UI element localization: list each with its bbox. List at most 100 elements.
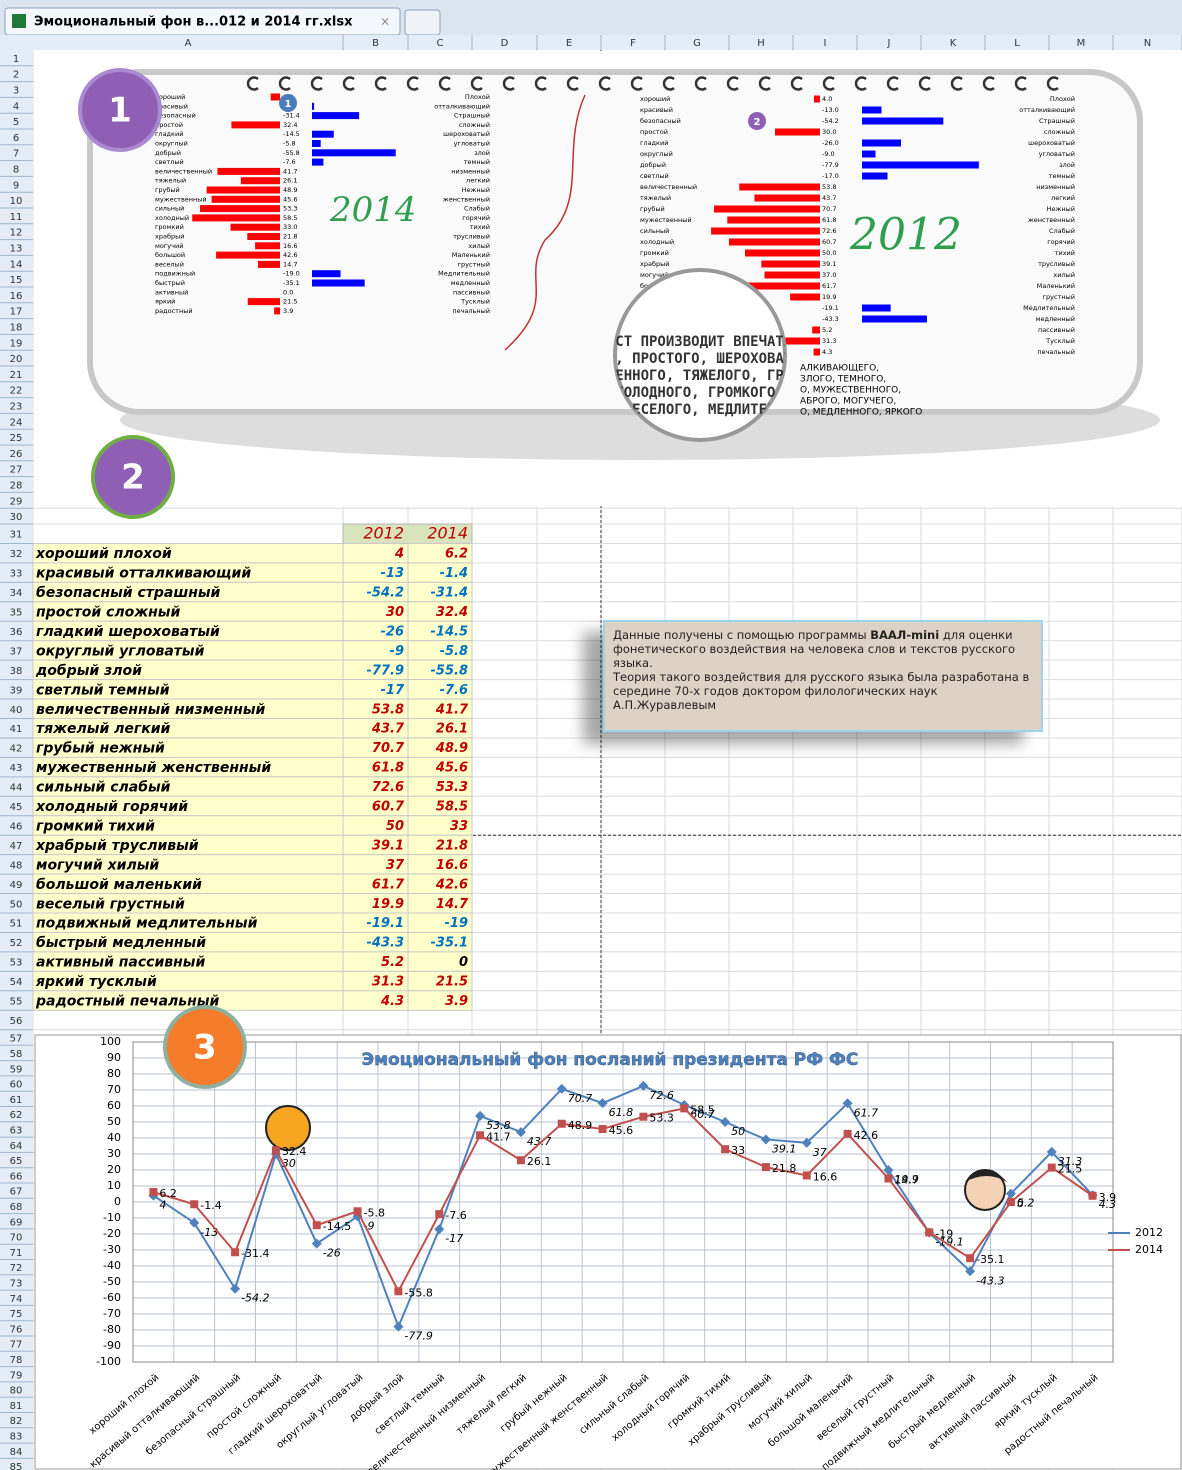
column-header[interactable]: N xyxy=(1144,38,1151,49)
row-header[interactable]: 64 xyxy=(10,1141,23,1152)
row-header[interactable]: 41 xyxy=(10,724,23,735)
row-header[interactable]: 70 xyxy=(10,1233,23,1244)
row-header[interactable]: 36 xyxy=(10,627,23,638)
column-header[interactable]: F xyxy=(630,38,636,49)
row-header[interactable]: 7 xyxy=(13,149,19,160)
row-header[interactable]: 9 xyxy=(13,180,19,191)
column-header[interactable]: C xyxy=(437,38,444,49)
row-header[interactable]: 83 xyxy=(10,1431,23,1442)
row-header[interactable]: 29 xyxy=(10,496,23,507)
column-header[interactable]: M xyxy=(1077,38,1086,49)
row-header[interactable]: 73 xyxy=(10,1278,23,1289)
row-header[interactable]: 17 xyxy=(10,307,23,318)
row-header[interactable]: 15 xyxy=(10,275,23,286)
row-header[interactable]: 66 xyxy=(10,1171,23,1182)
row-header[interactable]: 45 xyxy=(10,802,23,813)
row-header[interactable]: 67 xyxy=(10,1187,23,1198)
row-header[interactable]: 19 xyxy=(10,338,23,349)
row-header[interactable]: 79 xyxy=(10,1370,23,1381)
row-header[interactable]: 16 xyxy=(10,291,23,302)
column-header[interactable]: I xyxy=(824,38,827,49)
column-header[interactable]: K xyxy=(950,38,957,49)
row-header[interactable]: 10 xyxy=(10,196,23,207)
row-header[interactable]: 28 xyxy=(10,481,23,492)
column-header[interactable]: D xyxy=(501,38,509,49)
row-header[interactable]: 71 xyxy=(10,1248,23,1259)
row-header[interactable]: 77 xyxy=(10,1340,23,1351)
row-header[interactable]: 49 xyxy=(10,880,23,891)
row-header[interactable]: 39 xyxy=(10,685,23,696)
row-header[interactable]: 20 xyxy=(10,354,23,365)
row-header[interactable]: 30 xyxy=(10,512,23,523)
row-header[interactable]: 59 xyxy=(10,1064,23,1075)
column-header[interactable]: H xyxy=(757,38,765,49)
row-header[interactable]: 4 xyxy=(13,101,19,112)
row-header[interactable]: 6 xyxy=(13,133,19,144)
row-header[interactable]: 53 xyxy=(10,958,23,969)
row-header[interactable]: 72 xyxy=(10,1263,23,1274)
row-header[interactable]: 24 xyxy=(10,417,23,428)
column-header[interactable]: A xyxy=(185,38,192,49)
row-header[interactable]: 11 xyxy=(10,212,23,223)
column-header[interactable]: G xyxy=(693,38,701,49)
row-header[interactable]: 85 xyxy=(10,1462,23,1470)
row-header[interactable]: 80 xyxy=(10,1386,23,1397)
row-header[interactable]: 69 xyxy=(10,1217,23,1228)
row-header[interactable]: 74 xyxy=(10,1294,23,1305)
new-tab[interactable] xyxy=(405,10,440,35)
row-header[interactable]: 46 xyxy=(10,821,23,832)
row-header[interactable]: 38 xyxy=(10,666,23,677)
row-header[interactable]: 31 xyxy=(10,530,23,541)
column-header[interactable]: L xyxy=(1014,38,1020,49)
column-header[interactable]: J xyxy=(887,38,891,49)
row-header[interactable]: 52 xyxy=(10,938,23,949)
row-header[interactable]: 63 xyxy=(10,1125,23,1136)
row-header[interactable]: 1 xyxy=(13,54,19,65)
row-header[interactable]: 65 xyxy=(10,1156,23,1167)
row-header[interactable]: 56 xyxy=(10,1016,23,1027)
row-header[interactable]: 47 xyxy=(10,841,23,852)
row-header[interactable]: 35 xyxy=(10,608,23,619)
row-header[interactable]: 82 xyxy=(10,1416,23,1427)
row-header[interactable]: 61 xyxy=(10,1095,23,1106)
row-header[interactable]: 37 xyxy=(10,646,23,657)
row-header[interactable]: 84 xyxy=(10,1447,23,1458)
row-header[interactable]: 5 xyxy=(13,117,19,128)
row-header[interactable]: 12 xyxy=(10,228,23,239)
row-header[interactable]: 26 xyxy=(10,449,23,460)
row-header[interactable]: 55 xyxy=(10,997,23,1008)
row-header[interactable]: 25 xyxy=(10,433,23,444)
row-header[interactable]: 62 xyxy=(10,1110,23,1121)
column-header[interactable]: E xyxy=(566,38,572,49)
row-header[interactable]: 3 xyxy=(13,86,19,97)
row-header[interactable]: 32 xyxy=(10,549,23,560)
row-header[interactable]: 2 xyxy=(13,70,19,81)
row-header[interactable]: 68 xyxy=(10,1202,23,1213)
row-header[interactable]: 75 xyxy=(10,1309,23,1320)
row-header[interactable]: 57 xyxy=(10,1034,23,1045)
row-header[interactable]: 18 xyxy=(10,323,23,334)
row-header[interactable]: 34 xyxy=(10,588,23,599)
row-header[interactable]: 76 xyxy=(10,1324,23,1335)
row-header[interactable]: 51 xyxy=(10,919,23,930)
row-header[interactable]: 33 xyxy=(10,569,23,580)
row-header[interactable]: 54 xyxy=(10,977,23,988)
row-header[interactable]: 58 xyxy=(10,1049,23,1060)
row-header[interactable]: 8 xyxy=(13,165,19,176)
column-header[interactable]: B xyxy=(372,38,379,49)
row-header[interactable]: 23 xyxy=(10,402,23,413)
row-header[interactable]: 78 xyxy=(10,1355,23,1366)
row-header[interactable]: 50 xyxy=(10,899,23,910)
row-header[interactable]: 48 xyxy=(10,860,23,871)
row-header[interactable]: 14 xyxy=(10,259,23,270)
row-header[interactable]: 60 xyxy=(10,1080,23,1091)
row-header[interactable]: 43 xyxy=(10,763,23,774)
row-header[interactable]: 44 xyxy=(10,783,23,794)
row-header[interactable]: 22 xyxy=(10,386,23,397)
row-header[interactable]: 42 xyxy=(10,744,23,755)
row-header[interactable]: 21 xyxy=(10,370,23,381)
row-header[interactable]: 13 xyxy=(10,244,23,255)
row-header[interactable]: 40 xyxy=(10,705,23,716)
row-header[interactable]: 81 xyxy=(10,1401,23,1412)
row-header[interactable]: 27 xyxy=(10,465,23,476)
